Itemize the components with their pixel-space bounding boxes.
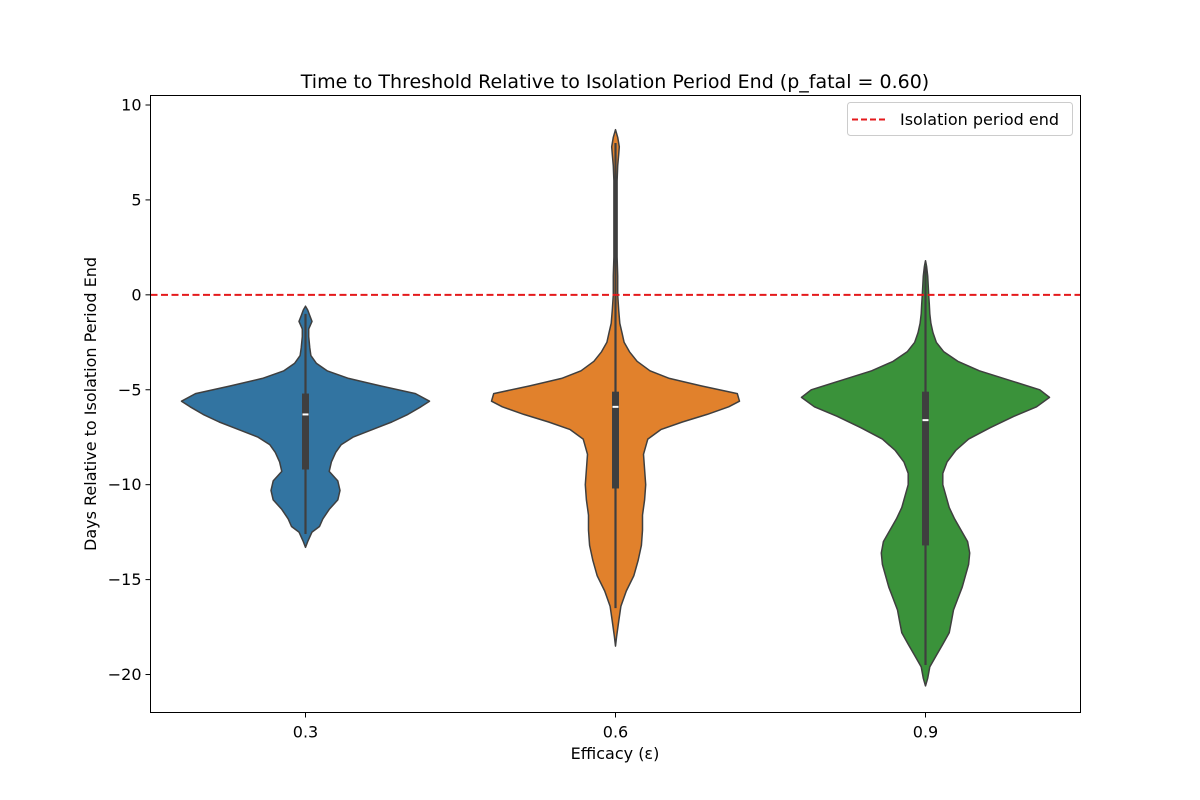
y-tick-label: 0 <box>131 285 141 304</box>
x-axis: 0.3 0.6 0.9 <box>293 712 938 742</box>
legend-box <box>847 102 1073 136</box>
legend-entry-label: Isolation period end <box>900 110 1059 129</box>
y-axis-label: Days Relative to Isolation Period End <box>81 257 100 551</box>
y-tick-label: 10 <box>121 95 141 114</box>
y-tick-label: −15 <box>108 570 142 589</box>
y-tick-label: −10 <box>108 475 142 494</box>
y-tick-label: 5 <box>131 190 141 209</box>
x-tick-label: 0.6 <box>603 723 628 742</box>
violin-iqr-box-0.3 <box>302 393 309 470</box>
y-axis: 10 5 0 −5 −10 −15 −20 <box>108 95 151 684</box>
violin-group-0.9 <box>800 259 1051 687</box>
x-tick-label: 0.3 <box>293 723 318 742</box>
y-tick-label: −5 <box>118 380 142 399</box>
violin-group-0.6 <box>490 128 741 647</box>
x-axis-label: Efficacy (ε) <box>571 744 660 763</box>
violin-iqr-box-0.6 <box>612 391 619 489</box>
violin-iqr-box-0.9 <box>922 391 929 546</box>
violins-layer <box>180 128 1051 687</box>
legend: Isolation period end <box>847 102 1073 136</box>
violin-group-0.3 <box>180 305 431 549</box>
x-tick-label: 0.9 <box>913 723 938 742</box>
y-tick-label: −20 <box>108 665 142 684</box>
chart-title: Time to Threshold Relative to Isolation … <box>300 71 929 93</box>
